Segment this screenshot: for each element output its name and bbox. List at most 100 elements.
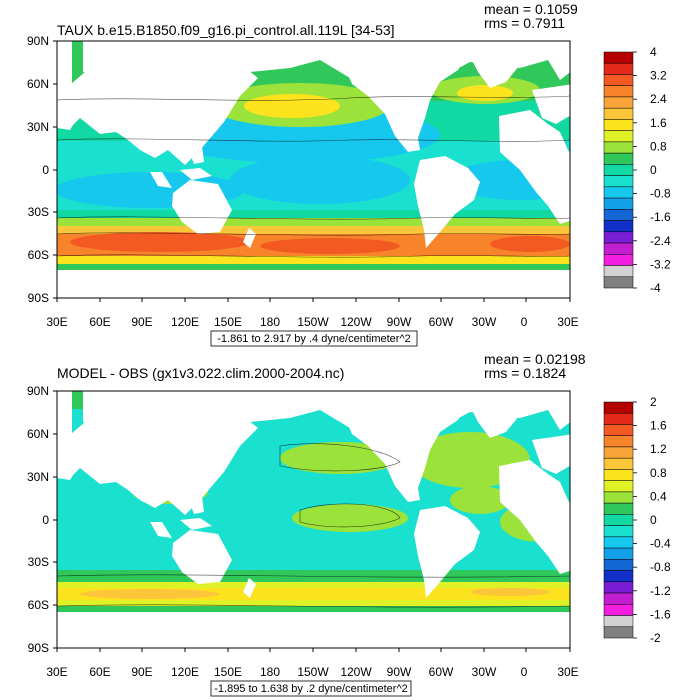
colorbar-swatch	[603, 626, 634, 639]
colorbar-label: 4	[650, 45, 657, 59]
colorbar-label: 3.2	[650, 69, 667, 83]
colorbar-label: 0	[650, 163, 657, 177]
lon-tick-label: 90E	[131, 665, 152, 679]
colorbar-swatch	[603, 107, 634, 120]
range-box	[210, 680, 412, 697]
lat-tick-label: 60S	[28, 248, 49, 262]
lon-tick-label: 30E	[46, 315, 67, 329]
colorbar-swatch	[603, 401, 634, 414]
colorbar-label: 0	[650, 513, 657, 527]
contour-map	[57, 41, 570, 298]
colorbar-label: 0.8	[650, 139, 667, 153]
lon-tick-label: 120W	[340, 665, 372, 679]
colorbar-swatch	[603, 592, 634, 605]
colorbar-swatch	[603, 209, 634, 221]
colorbar-label: -0.4	[650, 537, 671, 551]
colorbar-swatch	[603, 491, 634, 504]
colorbar-swatch	[603, 152, 634, 165]
lon-tick-label: 60E	[89, 665, 110, 679]
lat-tick-label: 0	[42, 513, 49, 527]
lon-tick-label: 180	[260, 315, 280, 329]
lat-tick-label: 60S	[28, 598, 49, 612]
lat-tick-label: 60N	[27, 77, 49, 91]
colorbar-label: -1.6	[650, 607, 671, 621]
colorbar-swatch	[603, 141, 634, 154]
lon-tick-label: 30E	[46, 665, 67, 679]
lon-tick-label: 180	[260, 665, 280, 679]
colorbar-label: 0.4	[650, 489, 667, 503]
lat-tick-label: 30N	[27, 470, 49, 484]
lon-tick-label: 30E	[557, 665, 578, 679]
colorbar-swatch	[603, 514, 634, 526]
lon-tick-label: 150W	[297, 315, 329, 329]
colorbar-swatch	[603, 502, 634, 515]
lat-tick-label: 90N	[27, 384, 49, 398]
lat-tick-label: 0	[42, 163, 49, 177]
colorbar-swatch	[603, 186, 634, 199]
lat-tick-label: 90N	[27, 34, 49, 48]
lon-tick-label: 150E	[214, 315, 242, 329]
lat-tick-label: 30S	[28, 205, 49, 219]
colorbar-label: -1.6	[650, 210, 671, 224]
colorbar-swatch	[603, 525, 634, 538]
colorbar-swatch	[603, 119, 634, 131]
colorbar-swatch	[603, 615, 634, 628]
colorbar-swatch	[603, 457, 634, 470]
colorbar-label: 1.6	[650, 419, 667, 433]
lat-tick-label: 90S	[28, 641, 49, 655]
colorbar-label: -0.8	[650, 187, 671, 201]
mean-label: mean = 0.02198	[484, 351, 586, 367]
colorbar-label: -2	[650, 631, 661, 645]
lat-tick-label: 90S	[28, 291, 49, 305]
colorbar-label: -1.2	[650, 584, 671, 598]
lon-tick-label: 60E	[89, 315, 110, 329]
contour-map	[56, 390, 571, 649]
colorbar-swatch	[603, 581, 634, 594]
colorbar-swatch	[603, 62, 634, 75]
colorbar-swatch	[603, 469, 634, 481]
range-label: -1.861 to 2.917 by .4 dyne/centimeter^2	[217, 333, 411, 345]
colorbar-swatch	[603, 435, 634, 448]
lon-tick-label: 30W	[472, 315, 497, 329]
rms-label: rms = 0.1824	[484, 365, 566, 381]
lon-tick-label: 0	[521, 315, 528, 329]
range-label: -1.895 to 1.638 by .2 dyne/centimeter^2	[214, 683, 408, 695]
panel-taux: TAUX b.e15.B1850.f09_g16.pi_control.all.…	[27, 1, 671, 347]
colorbar-label: -4	[650, 281, 661, 295]
panel-title: MODEL - OBS (gx1v3.022.clim.2000-2004.nc…	[57, 365, 344, 381]
colorbar-label: -0.8	[650, 560, 671, 574]
lon-tick-label: 90E	[131, 315, 152, 329]
lon-tick-label: 90W	[387, 315, 412, 329]
mean-label: mean = 0.1059	[484, 1, 578, 17]
colorbar-swatch	[603, 547, 634, 560]
colorbar-swatch	[603, 265, 634, 278]
lon-tick-label: 0	[521, 665, 528, 679]
panel-title: TAUX b.e15.B1850.f09_g16.pi_control.all.…	[57, 22, 395, 38]
colorbar-swatch	[603, 130, 634, 143]
colorbar-swatch	[603, 424, 634, 436]
colorbar-swatch	[603, 412, 634, 425]
lat-tick-label: 30N	[27, 120, 49, 134]
colorbar-label: 1.2	[650, 442, 667, 456]
colorbar-swatch	[603, 51, 634, 64]
colorbar: 4 3.2 2.4 1.6 0.8 0 -0.8 -1.6 -2.4 -3.2 -4	[603, 45, 671, 295]
lat-tick-label: 60N	[27, 427, 49, 441]
range-box	[210, 330, 418, 347]
colorbar-label: -3.2	[650, 257, 671, 271]
colorbar-swatch	[603, 197, 634, 210]
colorbar-swatch	[603, 254, 634, 266]
lon-tick-label: 150E	[214, 665, 242, 679]
lon-tick-label: 120E	[171, 315, 199, 329]
colorbar-label: -2.4	[650, 234, 671, 248]
colorbar-swatch	[603, 164, 634, 176]
lon-tick-label: 60W	[429, 315, 454, 329]
colorbar-label: 2.4	[650, 92, 667, 106]
rms-label: rms = 0.7911	[484, 15, 565, 31]
colorbar-swatch	[603, 96, 634, 109]
colorbar-label: 1.6	[650, 116, 667, 130]
panel-model-minus-obs: MODEL - OBS (gx1v3.022.clim.2000-2004.nc…	[27, 351, 671, 697]
lon-tick-label: 120W	[340, 315, 372, 329]
lon-tick-label: 30E	[557, 315, 578, 329]
colorbar-swatch	[603, 604, 634, 616]
